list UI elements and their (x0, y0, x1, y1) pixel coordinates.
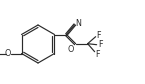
Text: F: F (95, 50, 99, 59)
Text: O: O (67, 45, 74, 54)
Text: F: F (96, 31, 101, 40)
Text: N: N (75, 19, 81, 28)
Text: O: O (5, 49, 11, 58)
Text: F: F (98, 40, 102, 49)
